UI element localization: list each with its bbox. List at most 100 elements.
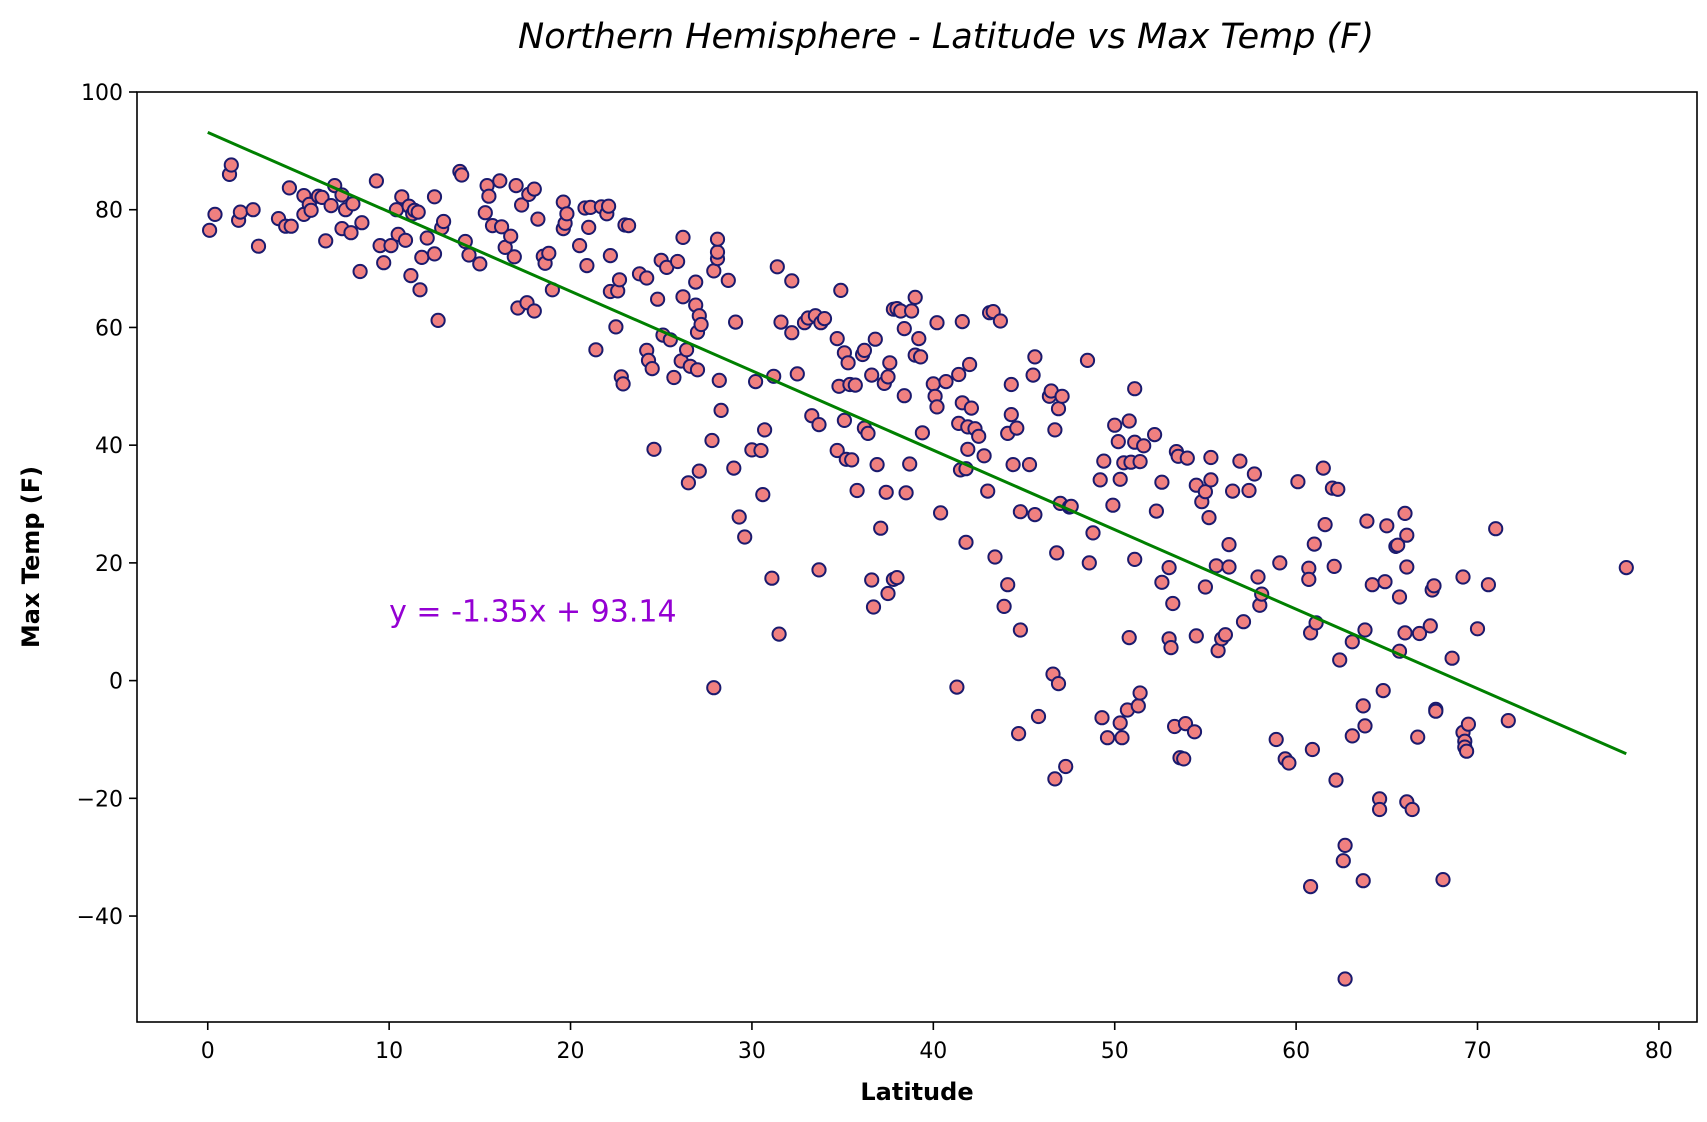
data-point-284	[1163, 640, 1179, 656]
data-point-61	[503, 228, 519, 244]
data-point-380	[1618, 560, 1634, 576]
data-point-139	[755, 487, 771, 503]
data-point-275	[1132, 685, 1148, 701]
data-point-214	[960, 441, 976, 457]
data-point-356	[1397, 505, 1413, 522]
data-point-81	[579, 258, 595, 274]
data-point-109	[670, 253, 686, 270]
data-point-70	[530, 211, 546, 227]
data-point-128	[709, 231, 726, 247]
data-point-196	[911, 331, 927, 347]
data-point-236	[1025, 367, 1041, 383]
regression-line	[207, 131, 1627, 756]
data-point-123	[704, 432, 720, 449]
data-point-176	[867, 331, 883, 347]
data-point-260	[1105, 497, 1121, 513]
regression-layer	[207, 131, 1627, 756]
data-point-332	[1328, 772, 1344, 788]
data-point-18	[318, 233, 334, 249]
data-point-35	[397, 232, 414, 248]
data-point-220	[980, 483, 996, 499]
data-point-261	[1107, 417, 1123, 433]
data-point-141	[764, 570, 780, 586]
data-point-257	[1094, 710, 1110, 726]
data-point-28	[368, 173, 384, 189]
data-point-310	[1235, 614, 1252, 630]
data-point-7	[250, 238, 267, 254]
data-point-172	[860, 425, 876, 441]
data-point-168	[849, 482, 865, 499]
data-point-344	[1359, 513, 1375, 529]
data-point-24	[343, 225, 359, 241]
data-point-357	[1399, 527, 1415, 543]
data-point-282	[1161, 560, 1177, 576]
data-point-228	[1003, 407, 1019, 423]
data-point-92	[611, 272, 628, 288]
data-point-264	[1112, 471, 1128, 487]
data-point-258	[1096, 453, 1112, 469]
data-point-324	[1303, 879, 1319, 895]
data-point-378	[1488, 521, 1504, 537]
data-point-202	[929, 315, 945, 331]
data-point-166	[844, 452, 860, 468]
data-point-300	[1203, 472, 1219, 488]
data-point-308	[1225, 483, 1241, 499]
plot-area-frame	[136, 91, 1698, 1023]
data-point-309	[1232, 453, 1248, 469]
data-point-173	[864, 367, 880, 383]
data-point-171	[856, 342, 873, 358]
data-point-229	[1003, 376, 1019, 393]
data-point-157	[829, 442, 845, 459]
data-point-273	[1127, 551, 1143, 568]
data-point-325	[1304, 741, 1321, 758]
data-point-99	[639, 270, 655, 286]
data-point-355	[1397, 625, 1413, 641]
x-tick-label-70: 70	[1464, 1039, 1492, 1064]
data-point-368	[1435, 872, 1451, 888]
x-tick-label-30: 30	[738, 1039, 766, 1064]
data-point-245	[1049, 545, 1065, 561]
x-tick-label-40: 40	[919, 1039, 947, 1064]
data-point-96	[621, 218, 637, 234]
data-point-199	[925, 376, 941, 392]
data-point-3	[223, 157, 239, 173]
data-point-322	[1301, 571, 1317, 588]
data-point-87	[601, 198, 617, 214]
data-point-320	[1290, 474, 1306, 490]
data-point-154	[811, 417, 827, 433]
data-point-41	[412, 282, 428, 298]
data-point-53	[472, 256, 488, 272]
data-point-339	[1344, 728, 1360, 744]
data-point-54	[477, 205, 493, 221]
data-point-6	[245, 202, 261, 218]
data-point-147	[784, 273, 800, 289]
data-point-375	[1460, 716, 1477, 732]
data-point-90	[608, 319, 624, 335]
data-point-161	[836, 412, 853, 428]
data-point-281	[1154, 574, 1170, 590]
data-point-133	[728, 314, 744, 330]
data-point-313	[1250, 569, 1266, 585]
data-point-360	[1404, 801, 1420, 818]
data-point-5	[232, 204, 248, 220]
data-point-191	[898, 485, 914, 501]
data-point-88	[602, 248, 619, 264]
y-tick-label-20: 20	[95, 552, 123, 577]
data-point-11	[281, 180, 297, 196]
data-point-299	[1201, 509, 1217, 526]
data-point-235	[1021, 457, 1038, 473]
data-point-219	[976, 448, 992, 464]
data-point-319	[1281, 755, 1297, 771]
data-point-103	[650, 291, 666, 307]
data-point-234	[1012, 622, 1029, 638]
x-tick-label-50: 50	[1101, 1039, 1129, 1064]
data-point-369	[1444, 650, 1460, 666]
data-point-10	[283, 218, 299, 234]
data-point-178	[873, 520, 889, 536]
data-point-102	[646, 441, 662, 457]
data-point-367	[1428, 703, 1444, 719]
x-tick-label-10: 10	[375, 1039, 403, 1064]
data-point-146	[784, 325, 800, 341]
data-point-112	[675, 289, 691, 305]
